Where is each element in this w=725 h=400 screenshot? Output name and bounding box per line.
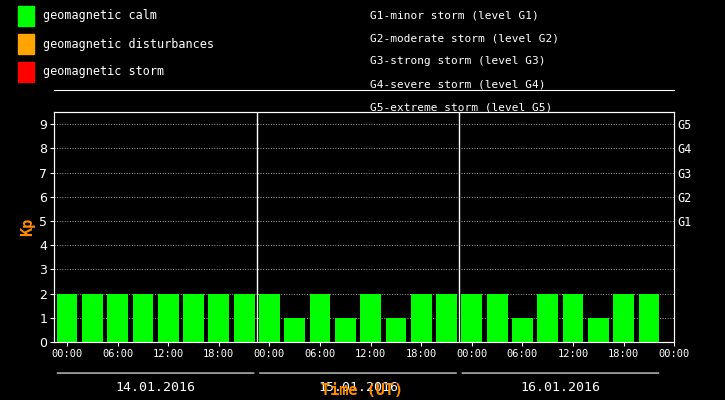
Bar xyxy=(537,294,558,342)
Bar xyxy=(310,294,331,342)
Text: G5-extreme storm (level G5): G5-extreme storm (level G5) xyxy=(370,103,552,113)
Bar xyxy=(107,294,128,342)
Text: geomagnetic disturbances: geomagnetic disturbances xyxy=(43,38,214,50)
Text: G1-minor storm (level G1): G1-minor storm (level G1) xyxy=(370,10,539,20)
Text: 15.01.2016: 15.01.2016 xyxy=(318,381,398,394)
Text: 16.01.2016: 16.01.2016 xyxy=(521,381,600,394)
Bar xyxy=(259,294,280,342)
Text: geomagnetic storm: geomagnetic storm xyxy=(43,66,164,78)
Y-axis label: Kp: Kp xyxy=(20,218,36,236)
Bar xyxy=(158,294,178,342)
Bar xyxy=(588,318,609,342)
Bar xyxy=(411,294,431,342)
Bar xyxy=(233,294,254,342)
Text: geomagnetic calm: geomagnetic calm xyxy=(43,10,157,22)
Text: 14.01.2016: 14.01.2016 xyxy=(115,381,196,394)
Bar xyxy=(386,318,406,342)
Bar xyxy=(133,294,153,342)
Bar xyxy=(209,294,229,342)
Text: G2-moderate storm (level G2): G2-moderate storm (level G2) xyxy=(370,33,559,43)
Bar xyxy=(563,294,584,342)
Text: G4-severe storm (level G4): G4-severe storm (level G4) xyxy=(370,80,545,90)
Bar xyxy=(360,294,381,342)
Bar xyxy=(512,318,533,342)
Bar xyxy=(436,294,457,342)
Text: G3-strong storm (level G3): G3-strong storm (level G3) xyxy=(370,56,545,66)
Bar xyxy=(335,318,356,342)
Bar xyxy=(82,294,103,342)
Bar xyxy=(462,294,482,342)
Bar xyxy=(486,294,507,342)
Bar xyxy=(57,294,78,342)
Bar xyxy=(613,294,634,342)
Bar xyxy=(183,294,204,342)
Bar xyxy=(639,294,659,342)
Bar xyxy=(284,318,305,342)
Text: Time (UT): Time (UT) xyxy=(321,383,404,398)
